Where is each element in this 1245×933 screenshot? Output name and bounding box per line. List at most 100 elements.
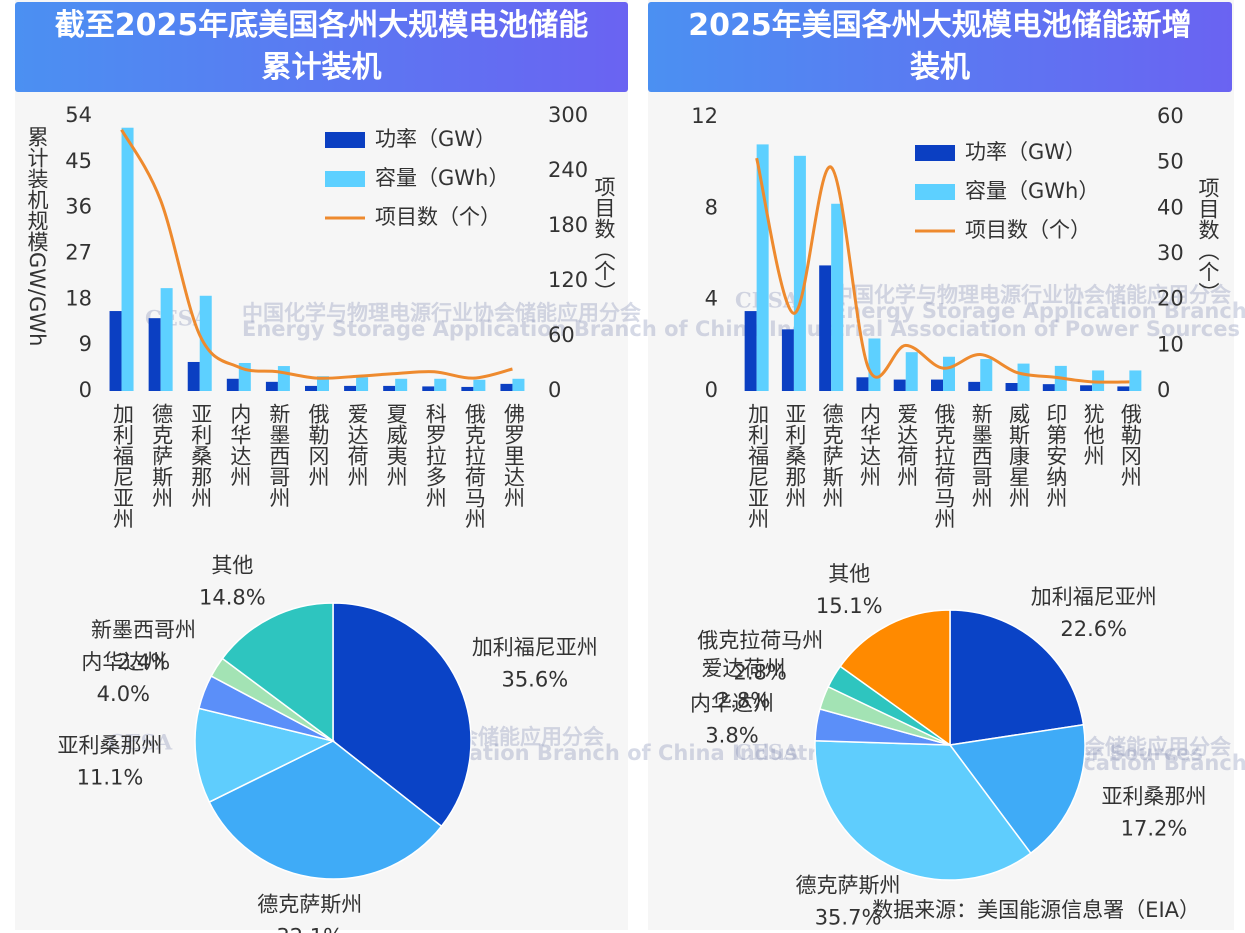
bar — [1129, 370, 1142, 391]
pie-slice — [221, 602, 334, 743]
y2-tick-label: 40 — [1157, 195, 1184, 219]
y-tick-label: 9 — [79, 332, 92, 356]
bar — [383, 385, 396, 391]
pie-value-label: 32.1% — [276, 924, 343, 933]
watermark-name: 中国化学与物理电源行业协会储能应用分会 — [242, 301, 641, 325]
bar — [226, 378, 239, 391]
bar — [473, 379, 486, 391]
x-tick-label: 爱达荷州 — [895, 403, 919, 487]
bar — [121, 127, 134, 392]
pie-value-label: 2.8% — [717, 688, 770, 712]
source-note: 数据来源：美国能源信息署（EIA） — [872, 898, 1200, 922]
bar — [931, 379, 943, 391]
bar — [500, 383, 513, 391]
x-tick-label: 德克萨斯州 — [820, 403, 844, 508]
bar — [422, 386, 435, 391]
x-tick-label: 内华达州 — [228, 403, 252, 487]
pie-value-label: 3.8% — [705, 724, 758, 748]
bar — [856, 377, 869, 391]
bar — [356, 377, 369, 391]
bar — [1117, 386, 1130, 391]
bar — [1042, 384, 1055, 391]
legend-label: 容量（GWh） — [375, 166, 509, 190]
y2-tick-label: 0 — [1157, 378, 1170, 402]
x-tick-label: 新墨西哥州 — [267, 403, 291, 508]
bar — [968, 381, 981, 391]
bar — [980, 359, 993, 391]
legend-swatch — [325, 132, 365, 148]
y2-tick-label: 180 — [548, 213, 588, 237]
bar — [781, 329, 794, 391]
y-tick-label: 12 — [691, 104, 718, 128]
pie-label: 德克萨斯州 — [796, 874, 901, 898]
watermark-english: Energy Storage Application Branch of Chi… — [832, 299, 1245, 323]
chart-title: 2025年美国各州大规模电池储能新增装机 — [648, 2, 1232, 92]
pie-label: 内华达州 — [690, 692, 774, 716]
legend-label: 容量（GWh） — [965, 179, 1099, 203]
y2-tick-label: 240 — [548, 158, 588, 182]
x-tick-label: 夏威夷州 — [384, 403, 408, 487]
bar — [187, 361, 200, 391]
chart-title: 截至2025年底美国各州大规模电池储能累计装机 — [15, 2, 628, 92]
y-tick-label: 4 — [705, 287, 718, 311]
x-tick-label: 俄勒冈州 — [1118, 403, 1142, 487]
bar — [344, 385, 357, 391]
x-tick-label: 亚利桑那州 — [783, 403, 807, 508]
line-series — [120, 129, 513, 380]
legend-label: 功率（GW） — [375, 127, 496, 151]
pie-value-label: 2.4% — [117, 650, 170, 674]
line-series — [755, 157, 1130, 384]
x-tick-label: 内华达州 — [857, 403, 881, 487]
pie-slice — [949, 609, 1085, 746]
bar — [512, 378, 525, 391]
pie-value-label: 2.8% — [734, 661, 787, 685]
watermark-logo: CESA — [108, 730, 173, 755]
y-tick-label: 36 — [65, 195, 92, 219]
x-tick-label: 俄克拉荷马州 — [932, 403, 956, 529]
x-tick-label: 亚利桑那州 — [189, 403, 213, 508]
y2-tick-label: 60 — [1157, 104, 1184, 128]
pie-label: 新墨西哥州 — [91, 618, 196, 642]
bar — [905, 352, 918, 391]
pie-label: 俄克拉荷马州 — [697, 629, 823, 653]
legend-label: 功率（GW） — [965, 140, 1086, 164]
pie-value-label: 11.1% — [77, 766, 144, 790]
pie-label: 其他 — [211, 554, 253, 578]
y2-tick-label: 120 — [548, 268, 588, 292]
bar — [1080, 385, 1093, 391]
y-axis-title: 累计装机规模GW/GWh — [25, 126, 49, 346]
pie-label: 加利福尼亚州 — [472, 636, 598, 660]
pie-slice — [332, 602, 472, 828]
y-tick-label: 0 — [79, 378, 92, 402]
y2-tick-label: 30 — [1157, 241, 1184, 265]
x-tick-label: 科罗拉多州 — [423, 403, 447, 508]
y2-tick-label: 300 — [548, 103, 588, 127]
y2-axis-title: 项目数（个） — [1196, 177, 1220, 303]
x-tick-label: 新墨西哥州 — [969, 403, 993, 508]
bar — [461, 386, 474, 391]
bar — [831, 203, 844, 391]
pie-label: 其他 — [828, 562, 870, 586]
pie-label: 亚利桑那州 — [1101, 785, 1206, 809]
x-tick-label: 威斯康星州 — [1007, 403, 1031, 508]
pie-value-label: 14.8% — [199, 586, 266, 610]
x-tick-label: 俄克拉荷马州 — [462, 403, 486, 529]
pie-value-label: 35.7% — [815, 906, 882, 930]
bar — [1005, 383, 1018, 391]
bar — [943, 356, 955, 391]
pie-value-label: 35.6% — [501, 668, 568, 692]
y-tick-label: 8 — [705, 195, 718, 219]
y2-tick-label: 50 — [1157, 150, 1184, 174]
y-tick-label: 45 — [65, 149, 92, 173]
legend-label: 项目数（个） — [375, 205, 501, 229]
bar — [395, 378, 408, 391]
y2-tick-label: 10 — [1157, 332, 1184, 356]
x-tick-label: 加利福尼亚州 — [111, 403, 135, 529]
pie-slice — [194, 707, 336, 804]
watermark-name: 中国化学与物理电源行业协会储能应用分会 — [832, 283, 1231, 307]
pie-label: 亚利桑那州 — [57, 734, 162, 758]
x-tick-label: 爱达荷州 — [345, 403, 369, 487]
x-tick-label: 佛罗里达州 — [501, 403, 525, 508]
bar — [148, 318, 161, 391]
